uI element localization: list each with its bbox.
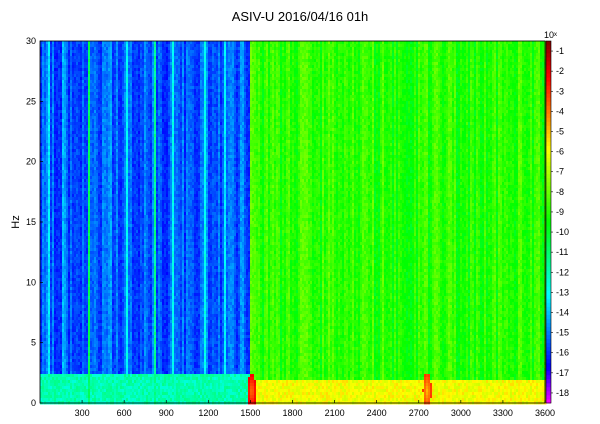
x-tick-label: 1500: [240, 408, 260, 418]
y-tick-label: 25: [26, 96, 36, 106]
colorbar-tick-label: -6: [556, 147, 564, 157]
colorbar-tick-label: -14: [556, 308, 569, 318]
chart-title: ASIV-U 2016/04/16 01h: [232, 9, 369, 24]
x-tick-label: 3300: [493, 408, 513, 418]
colorbar-tick-label: -5: [556, 127, 564, 137]
colorbar-tick-label: -7: [556, 167, 564, 177]
colorbar-tick-label: -11: [556, 247, 568, 257]
colorbar-tick-label: -12: [556, 267, 569, 277]
colorbar-tick-label: -4: [556, 106, 564, 116]
x-tick-label: 3600: [535, 408, 555, 418]
x-tick-label: 900: [159, 408, 174, 418]
colorbar-tick-label: -16: [556, 348, 569, 358]
x-tick-label: 2400: [367, 408, 387, 418]
colorbar-tick-label: -10: [556, 227, 569, 237]
x-tick-label: 1200: [198, 408, 218, 418]
plot-area: [40, 41, 546, 404]
colorbar-tick-label: -3: [556, 86, 564, 96]
colorbar-axis: -1 -2 -3 -4 -5 -6 -7 -8 -9 -10 -11 -12 -13 -14 -15 -16 -…: [551, 46, 569, 398]
x-tick-label: 2100: [325, 408, 345, 418]
colorbar-tick-label: -8: [556, 187, 564, 197]
colorbar-tick-label: -9: [556, 207, 564, 217]
y-axis-label: Hz: [10, 215, 22, 228]
y-tick-label: 5: [31, 338, 36, 348]
colorbar: [546, 41, 551, 403]
colorbar-tick-label: -18: [556, 388, 569, 398]
colorbar-exponent: 10ˣ: [544, 30, 557, 40]
colorbar-tick-label: -15: [556, 328, 569, 338]
x-tick-label: 2700: [409, 408, 429, 418]
colorbar-tick-label: -1: [556, 46, 564, 56]
y-tick-label: 15: [26, 217, 36, 227]
x-tick-label: 3000: [451, 408, 471, 418]
x-tick-label: 600: [117, 408, 132, 418]
y-tick-label: 10: [26, 277, 36, 287]
colorbar-tick-label: -2: [556, 66, 564, 76]
x-tick-label: 1800: [282, 408, 302, 418]
y-tick-label: 0: [31, 398, 36, 408]
colorbar-tick-label: -13: [556, 287, 569, 297]
colorbar-tick-label: -17: [556, 368, 569, 378]
y-tick-label: 20: [26, 157, 36, 167]
y-tick-label: 30: [26, 36, 36, 46]
x-tick-label: 300: [75, 408, 90, 418]
